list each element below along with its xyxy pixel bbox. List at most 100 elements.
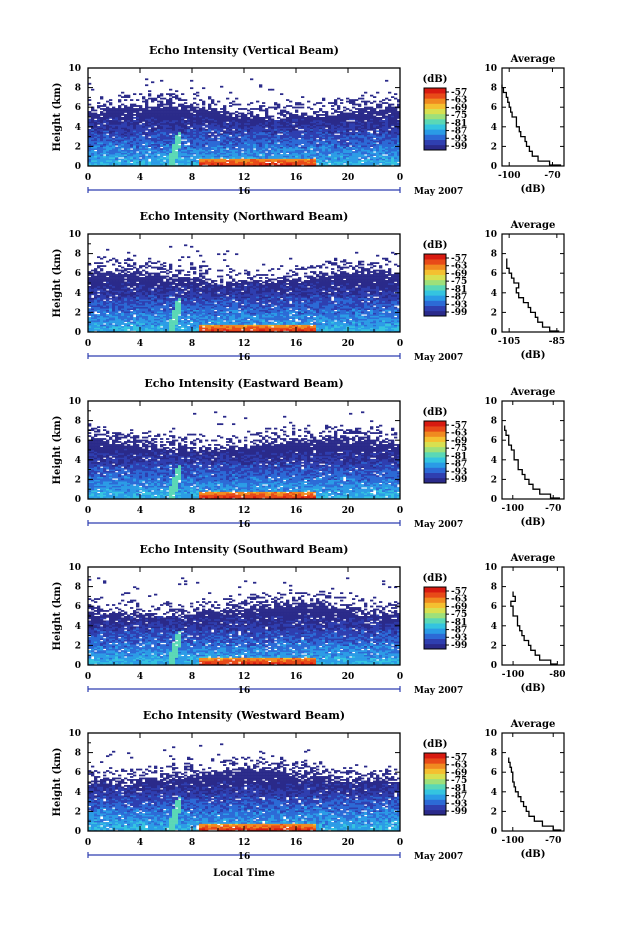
heatmap-cell [211,327,215,330]
heatmap-cell [199,157,203,159]
heatmap-cell [100,112,104,115]
heatmap-cell [199,118,203,121]
y-axis-label: Height (km) [52,83,63,152]
heatmap-cell [133,323,137,325]
heatmap-cell [100,161,104,164]
heatmap-cell [331,321,335,324]
heatmap-cell [274,327,278,330]
heatmap-cell [349,321,353,324]
heatmap-cell [94,329,98,331]
heatmap-cell [331,127,335,130]
heatmap-cell [142,115,146,118]
heatmap-cell [301,148,305,150]
heatmap-cell [175,106,179,109]
heatmap-cell [157,149,161,152]
heatmap-cell [145,102,149,104]
heatmap-cell [340,112,344,115]
heatmap-cell [334,145,338,147]
heatmap-cell [133,140,137,143]
heatmap-cell [175,324,179,327]
heatmap-cell [94,323,98,325]
heatmap-cell [187,321,191,324]
heatmap-cell [148,320,152,322]
heatmap-cell [169,97,173,100]
heatmap-cell [250,148,254,150]
heatmap-cell [397,139,401,142]
heatmap-cell [241,323,245,325]
heatmap-cell [187,109,191,112]
heatmap-cell [370,102,374,104]
heatmap-cell [295,139,299,142]
heatmap-cell [238,151,242,153]
heatmap-cell [391,160,395,162]
heatmap-cell [343,145,347,147]
heatmap-cell [139,143,143,146]
heatmap-cell [184,327,188,330]
heatmap-cell [148,327,152,330]
heatmap-cell [334,136,338,139]
heatmap-cell [208,137,212,140]
heatmap-cell [265,146,269,149]
heatmap-cell [184,321,188,324]
heatmap-cell [103,137,107,140]
heatmap-cell [307,148,311,150]
heatmap-cell [106,130,110,133]
heatmap-cell [148,323,152,325]
heatmap-cell [139,140,143,143]
heatmap-cell [100,137,104,140]
heatmap-cell [154,117,158,119]
heatmap-cell [352,114,356,116]
heatmap-cell [106,324,110,327]
heatmap-cell [202,163,206,165]
heatmap-cell [388,320,392,322]
heatmap-cell [190,79,194,82]
heatmap-cell [184,326,188,328]
heatmap-cell [166,130,170,133]
heatmap-cell [340,128,344,131]
heatmap-cell [391,324,395,327]
heatmap-cell [127,136,131,139]
heatmap-cell [268,327,272,330]
heatmap-cell [250,323,254,325]
heatmap-cell [265,155,269,158]
heatmap-cell [124,327,128,330]
heatmap-cell [193,329,197,331]
heatmap-cell [184,329,188,331]
heatmap-cell [199,128,203,131]
heatmap-cell [337,105,341,107]
heatmap-cell [328,145,332,147]
heatmap-cell [394,146,398,149]
heatmap-cell [130,327,134,330]
heatmap-cell [160,140,164,143]
heatmap-cell [238,157,242,159]
heatmap-cell [106,134,110,137]
heatmap-cell [385,127,389,130]
heatmap-cell [175,130,179,133]
heatmap-cell [355,111,359,113]
heatmap-cell [205,326,209,328]
heatmap-cell [229,157,233,159]
heatmap-cell [235,103,239,106]
heatmap-cell [133,111,137,113]
heatmap-cell [247,103,251,106]
heatmap-cell [169,155,173,158]
heatmap-cell [199,148,203,150]
heatmap-cell [325,114,329,116]
heatmap-cell [172,158,176,161]
heatmap-cell [181,112,185,115]
heatmap-cell [337,106,341,109]
heatmap-cell [322,160,326,162]
heatmap-cell [178,128,182,131]
heatmap-cell [157,131,161,134]
heatmap-cell [109,115,113,118]
heatmap-cell [133,327,137,330]
heatmap-cell [349,139,353,142]
heatmap-cell [211,100,215,103]
heatmap-cell [214,320,218,322]
heatmap-cell [259,139,263,142]
heatmap-cell [220,321,224,324]
heatmap-cell [274,160,278,162]
heatmap-cell [190,115,194,118]
heatmap-cell [373,160,377,162]
heatmap-cell [109,163,113,165]
